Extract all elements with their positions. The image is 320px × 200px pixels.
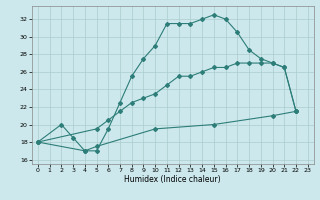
X-axis label: Humidex (Indice chaleur): Humidex (Indice chaleur) [124,175,221,184]
